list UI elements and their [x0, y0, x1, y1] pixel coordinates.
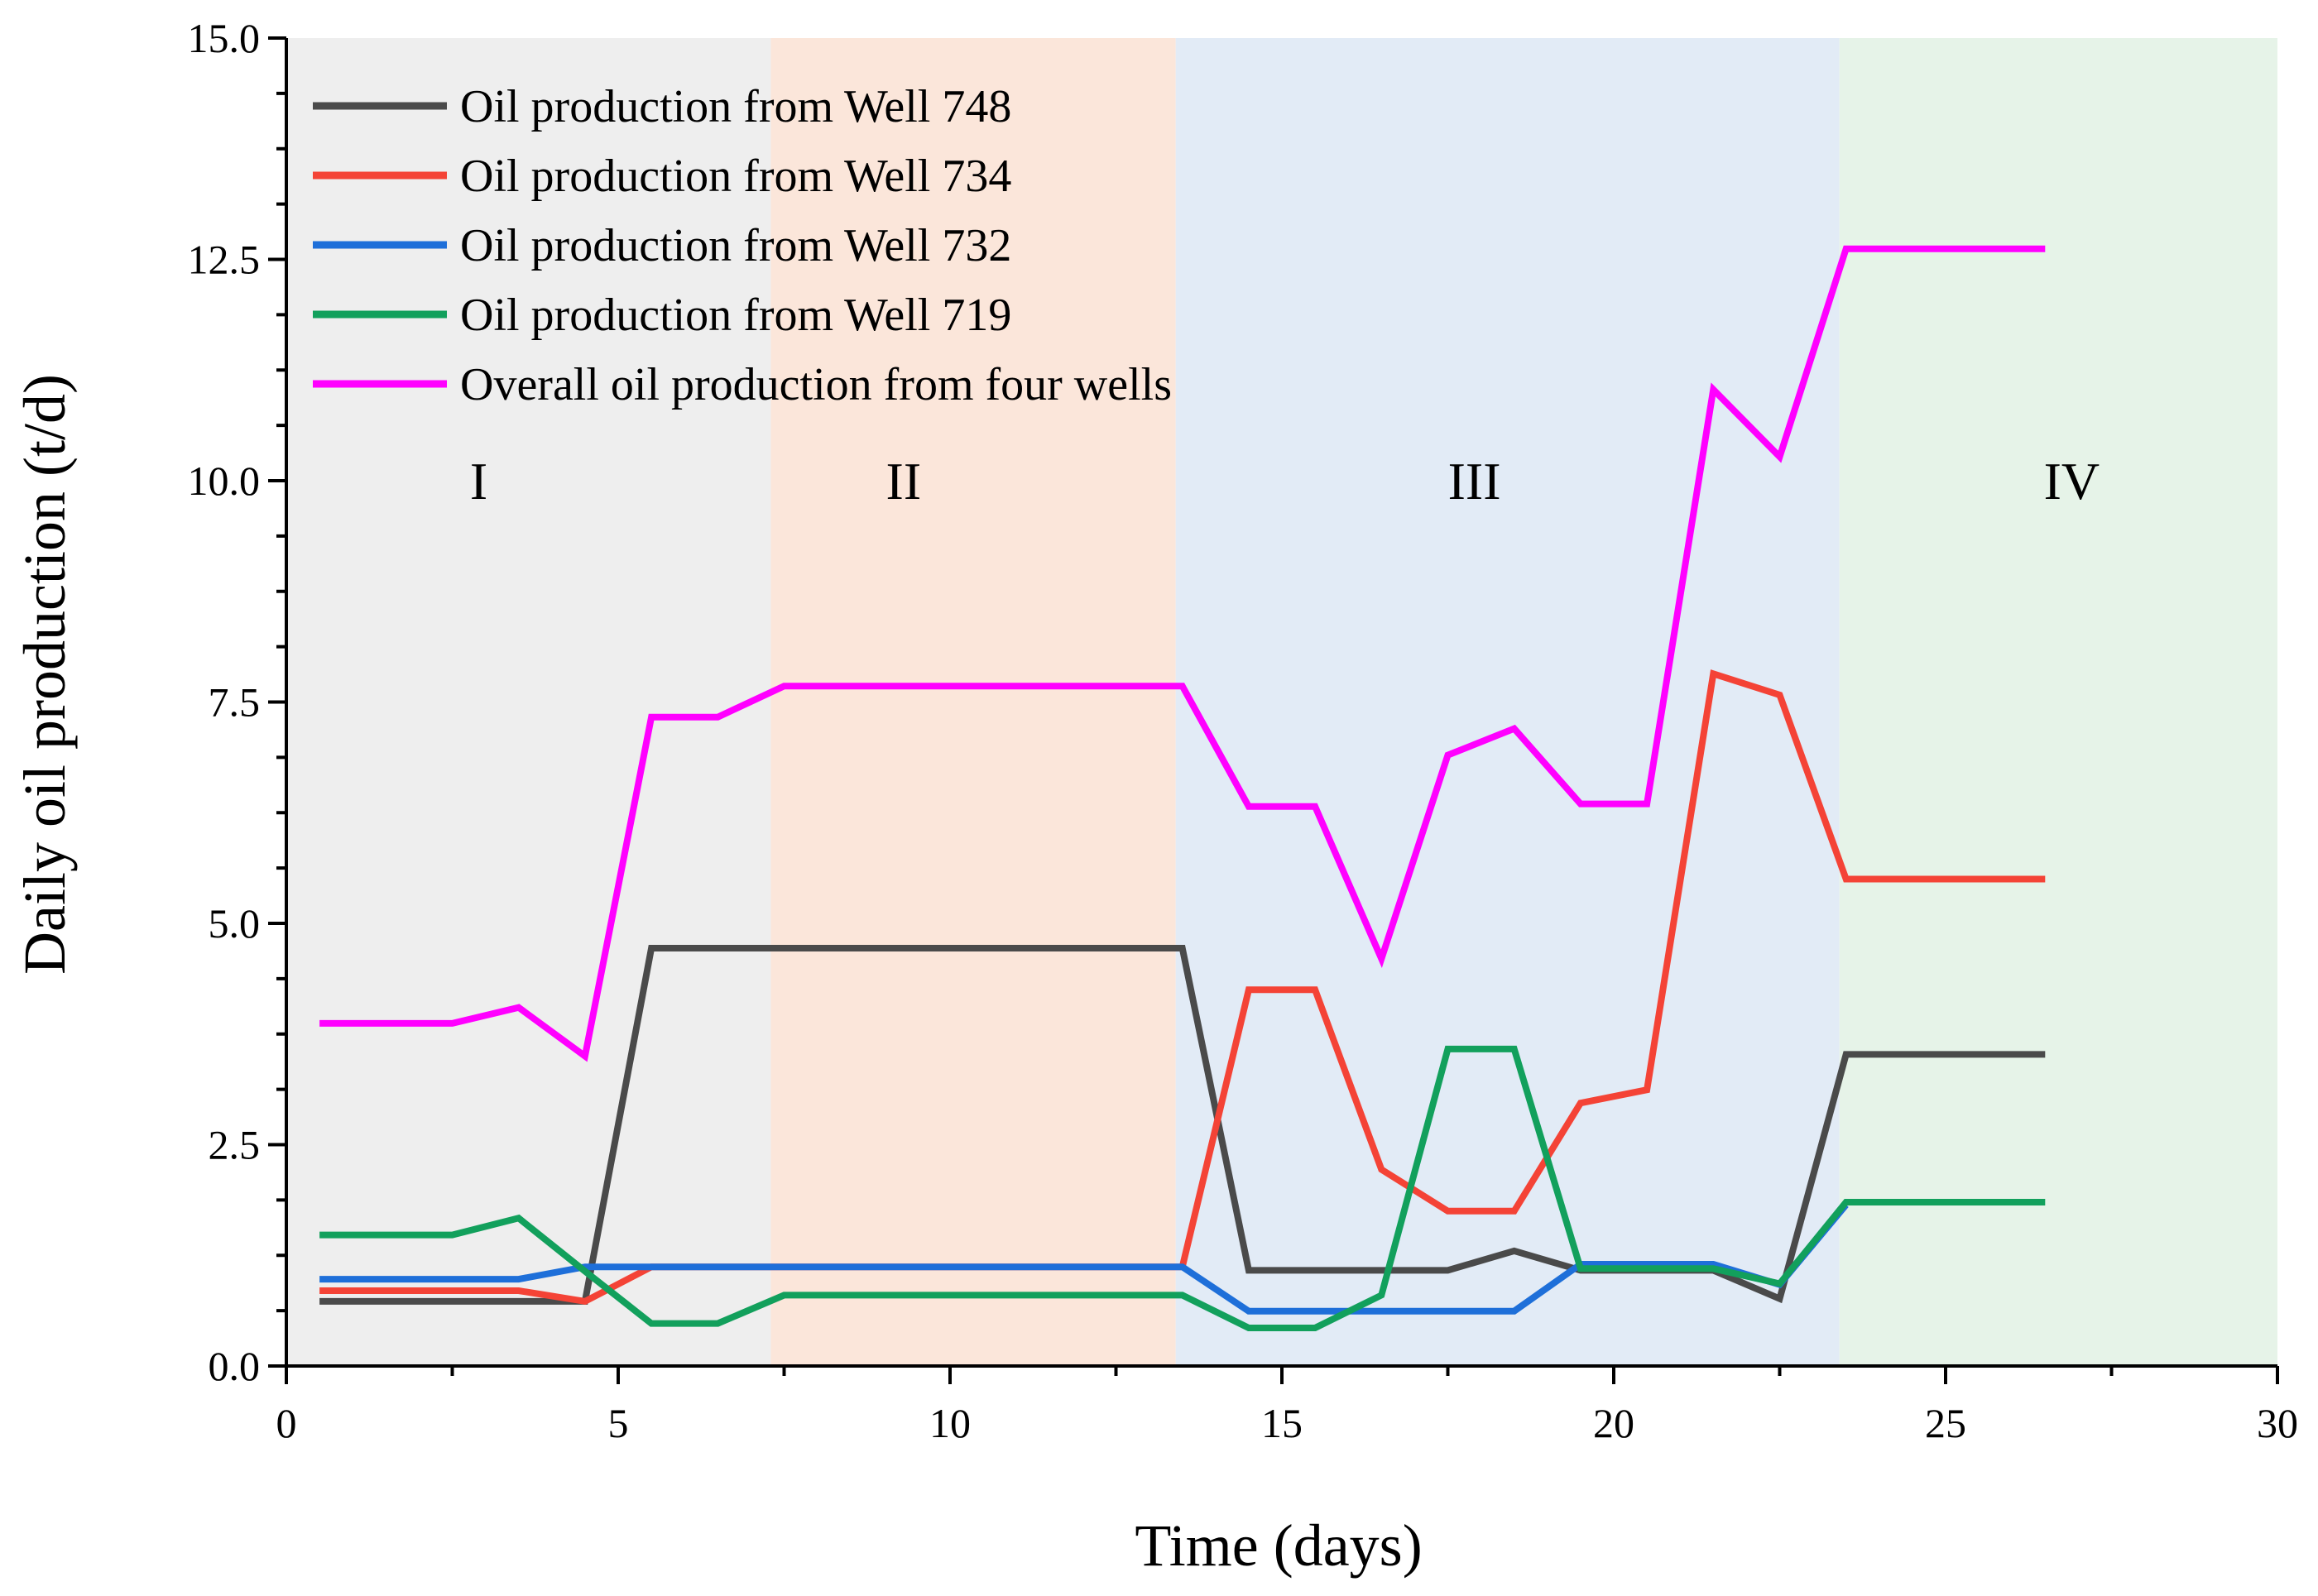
legend-label-5: Overall oil production from four wells	[460, 359, 1172, 410]
stage-label-1: I	[470, 452, 487, 510]
axes: 0 5 10 15 20 25 30 0.0 2.5 5.0 7.5 10.0 12.5 15.0	[188, 15, 2299, 1446]
x-tick-label: 10	[929, 1400, 971, 1446]
legend-label-2: Oil production from Well 734	[460, 151, 1011, 202]
stage-label-2: II	[886, 452, 922, 510]
series-lines	[319, 245, 2046, 1331]
y-tick-label: 12.5	[188, 237, 261, 283]
legend-label-3: Oil production from Well 732	[460, 220, 1011, 271]
stage-label-3: III	[1448, 452, 1501, 510]
legend-label-1: Oil production from Well 748	[460, 81, 1011, 132]
stage-label-4: IV	[2044, 452, 2100, 510]
y-tick-label: 5.0	[209, 900, 261, 947]
x-tick-label: 20	[1593, 1400, 1634, 1446]
x-tick-label: 0	[276, 1400, 297, 1446]
x-tick-label: 25	[1925, 1400, 1966, 1446]
x-tick-label: 30	[2257, 1400, 2298, 1446]
stage-bands	[286, 38, 2277, 1366]
legend: Oil production from Well 748 Oil producti…	[313, 81, 1172, 410]
stage-band-1	[286, 38, 771, 1366]
y-tick-label: 0.0	[209, 1343, 261, 1389]
y-tick-label: 7.5	[209, 679, 261, 726]
y-axis-title: Daily oil production (t/d)	[12, 374, 78, 975]
x-tick-label: 5	[608, 1400, 629, 1446]
series-line-2	[319, 669, 2046, 1306]
stage-band-2	[770, 38, 1176, 1366]
y-tick-label: 2.5	[209, 1122, 261, 1168]
stage-labels: I II III IV	[470, 452, 2100, 510]
x-axis-title: Time (days)	[1135, 1512, 1422, 1579]
x-tick-label: 15	[1261, 1400, 1303, 1446]
series-line-3	[319, 1202, 1849, 1315]
legend-label-4: Oil production from Well 719	[460, 290, 1011, 341]
y-tick-label: 15.0	[188, 15, 261, 61]
y-tick-label: 10.0	[188, 458, 261, 504]
series-line-4	[319, 1045, 2046, 1331]
series-line-5	[319, 245, 2046, 1062]
stage-band-4	[1839, 38, 2277, 1366]
stage-band-3	[1175, 38, 1840, 1366]
